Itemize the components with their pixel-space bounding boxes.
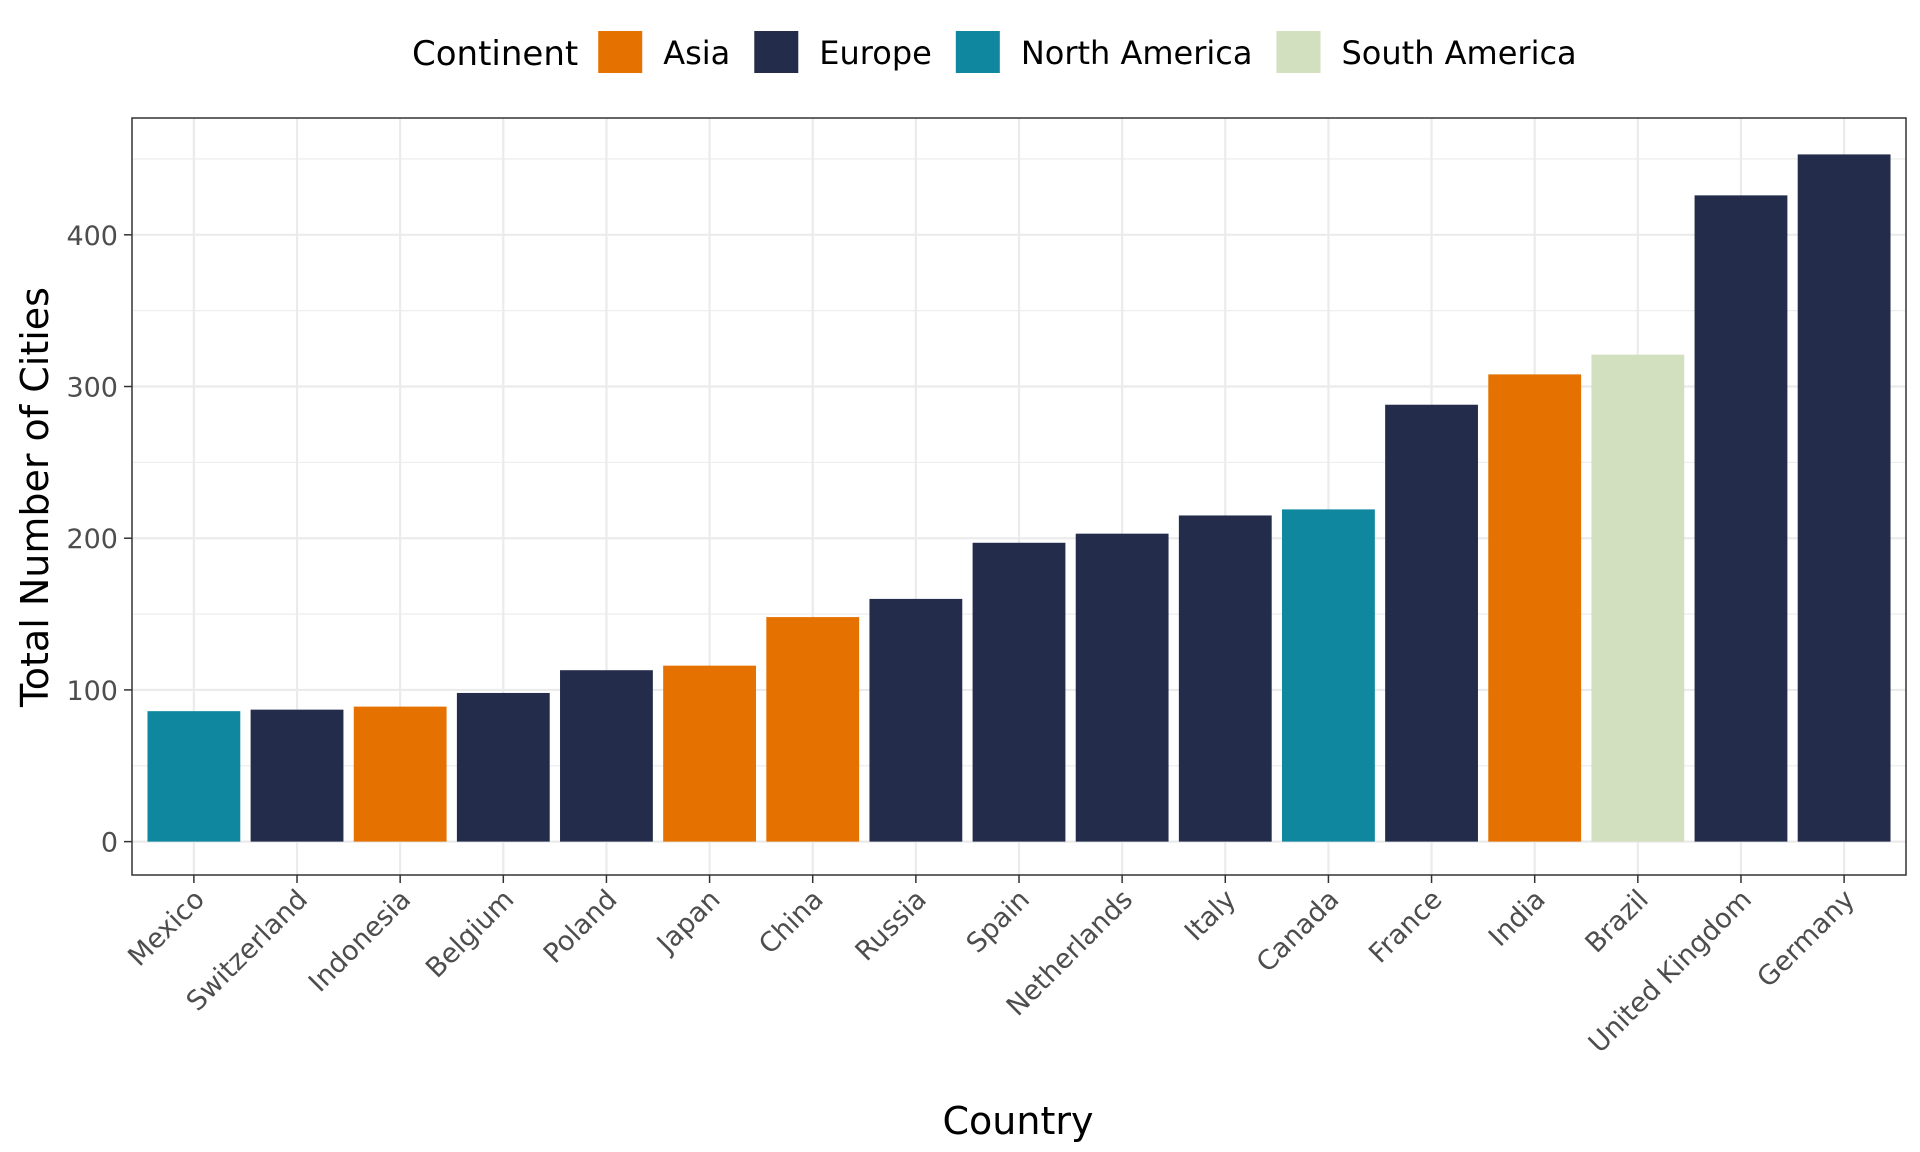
bars bbox=[147, 154, 1891, 842]
x-tick-label: China bbox=[753, 884, 829, 960]
x-tick-label: Belgium bbox=[420, 884, 520, 984]
y-tick-label: 100 bbox=[66, 676, 118, 707]
legend: Continent Asia Europe North America South A… bbox=[412, 31, 1577, 74]
x-tick-label: Japan bbox=[650, 884, 727, 961]
legend-label: North America bbox=[1021, 34, 1253, 72]
bar-united-kingdom bbox=[1694, 195, 1788, 842]
x-tick-label: Indonesia bbox=[303, 884, 417, 998]
bar-japan bbox=[663, 665, 756, 842]
x-tick-label: Spain bbox=[961, 884, 1036, 959]
bar-germany bbox=[1797, 154, 1891, 842]
bar-russia bbox=[869, 598, 963, 842]
legend-swatch bbox=[1276, 31, 1321, 73]
y-tick-label: 400 bbox=[66, 221, 118, 252]
legend-entries: Asia Europe North America South America bbox=[598, 31, 1577, 73]
x-tick-label: Brazil bbox=[1580, 884, 1655, 959]
legend-swatch bbox=[955, 31, 1000, 73]
bar-poland bbox=[560, 670, 653, 842]
x-tick-label: Germany bbox=[1751, 884, 1861, 994]
x-tick-label: Mexico bbox=[122, 884, 211, 973]
bar-india bbox=[1488, 374, 1582, 842]
legend-label: South America bbox=[1341, 34, 1576, 72]
bar-brazil bbox=[1591, 354, 1685, 842]
bar-spain bbox=[972, 542, 1066, 842]
x-tick-label: Italy bbox=[1179, 884, 1242, 947]
x-tick-label: Canada bbox=[1251, 884, 1346, 979]
bar-china bbox=[766, 617, 860, 842]
legend-swatch bbox=[754, 31, 799, 73]
x-tick-label: Russia bbox=[849, 884, 932, 967]
legend-title: Continent bbox=[412, 34, 578, 74]
y-tick-label: 300 bbox=[66, 373, 118, 404]
y-tick-label: 200 bbox=[66, 524, 118, 555]
x-tick-label: Poland bbox=[538, 884, 624, 970]
bar-mexico bbox=[147, 711, 241, 842]
bar-switzerland bbox=[250, 709, 344, 842]
legend-swatch bbox=[598, 31, 643, 73]
bar-france bbox=[1385, 404, 1478, 842]
legend-label: Europe bbox=[819, 34, 932, 72]
bar-belgium bbox=[456, 692, 550, 842]
bar-indonesia bbox=[353, 706, 447, 842]
x-tick-label: France bbox=[1363, 884, 1448, 969]
bar-italy bbox=[1178, 515, 1272, 842]
x-axis-title: Country bbox=[943, 1099, 1094, 1143]
y-axis-title: Total Number of Cities bbox=[13, 287, 57, 708]
y-tick-label: 0 bbox=[101, 828, 118, 859]
legend-label: Asia bbox=[663, 34, 730, 72]
x-tick-label: India bbox=[1483, 884, 1552, 953]
y-axis: 0 100 200 300 400 bbox=[66, 221, 132, 859]
bar-netherlands bbox=[1075, 533, 1169, 842]
bar-canada bbox=[1282, 509, 1375, 842]
